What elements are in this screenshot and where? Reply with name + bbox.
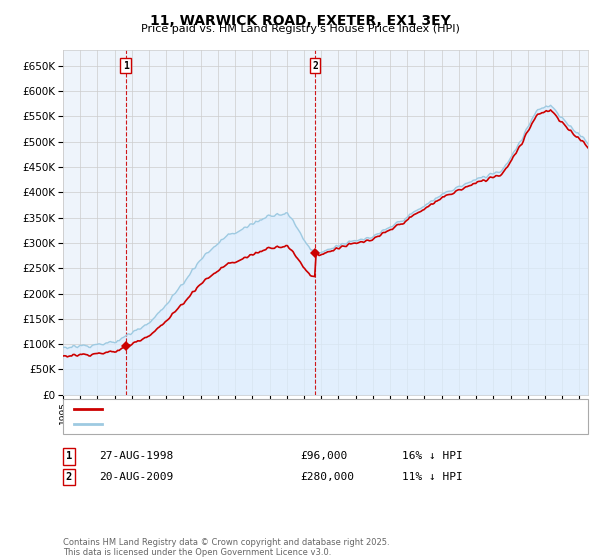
Text: 11% ↓ HPI: 11% ↓ HPI [402, 472, 463, 482]
Text: 11, WARWICK ROAD, EXETER, EX1 3EY: 11, WARWICK ROAD, EXETER, EX1 3EY [149, 14, 451, 28]
Text: 1: 1 [66, 451, 72, 461]
Text: Contains HM Land Registry data © Crown copyright and database right 2025.
This d: Contains HM Land Registry data © Crown c… [63, 538, 389, 557]
Text: £280,000: £280,000 [300, 472, 354, 482]
Text: 16% ↓ HPI: 16% ↓ HPI [402, 451, 463, 461]
Text: 11, WARWICK ROAD, EXETER, EX1 3EY (detached house): 11, WARWICK ROAD, EXETER, EX1 3EY (detac… [108, 404, 386, 414]
Text: 1: 1 [123, 61, 129, 71]
Text: 2: 2 [312, 61, 318, 71]
Text: 27-AUG-1998: 27-AUG-1998 [99, 451, 173, 461]
Text: 2: 2 [66, 472, 72, 482]
Text: £96,000: £96,000 [300, 451, 347, 461]
Text: Price paid vs. HM Land Registry's House Price Index (HPI): Price paid vs. HM Land Registry's House … [140, 24, 460, 34]
Text: 20-AUG-2009: 20-AUG-2009 [99, 472, 173, 482]
Text: HPI: Average price, detached house, Exeter: HPI: Average price, detached house, Exet… [108, 419, 320, 430]
